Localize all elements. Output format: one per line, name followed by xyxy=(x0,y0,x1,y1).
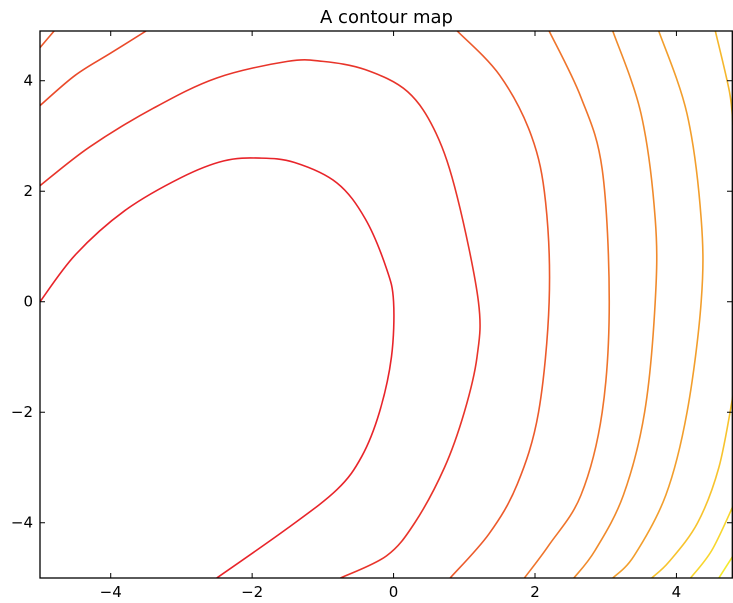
contour-line-11 xyxy=(689,505,733,578)
x-tick-label: 4 xyxy=(672,583,682,601)
x-tick-label: 2 xyxy=(530,583,540,601)
x-axis: −4 −2 0 2 4 xyxy=(100,31,682,601)
contour-line-5 xyxy=(449,31,551,578)
plot-frame xyxy=(39,30,733,579)
y-tick-label: −2 xyxy=(11,403,33,421)
contour-line-6 xyxy=(523,31,611,578)
contour-line-7 xyxy=(573,31,658,578)
contour-line-8 xyxy=(612,31,704,578)
contour-line-12 xyxy=(718,555,733,578)
y-tick-label: 4 xyxy=(23,72,33,90)
x-tick-label: −4 xyxy=(100,583,122,601)
x-tick-label: 0 xyxy=(389,583,399,601)
contour-line-2 xyxy=(40,59,481,578)
y-axis: −4 −2 0 2 4 xyxy=(11,72,732,532)
contour-line-4 xyxy=(40,31,55,49)
contour-line-9 xyxy=(714,31,733,126)
chart-title: A contour map xyxy=(320,7,453,28)
y-tick-label: −4 xyxy=(11,514,33,532)
contour-line-10 xyxy=(651,395,733,578)
contour-lines xyxy=(40,31,733,578)
contour-line-3 xyxy=(40,31,147,107)
y-tick-label: 0 xyxy=(23,293,33,311)
x-tick-label: −2 xyxy=(241,583,263,601)
y-tick-label: 2 xyxy=(23,182,33,200)
contour-line-1 xyxy=(40,157,395,578)
